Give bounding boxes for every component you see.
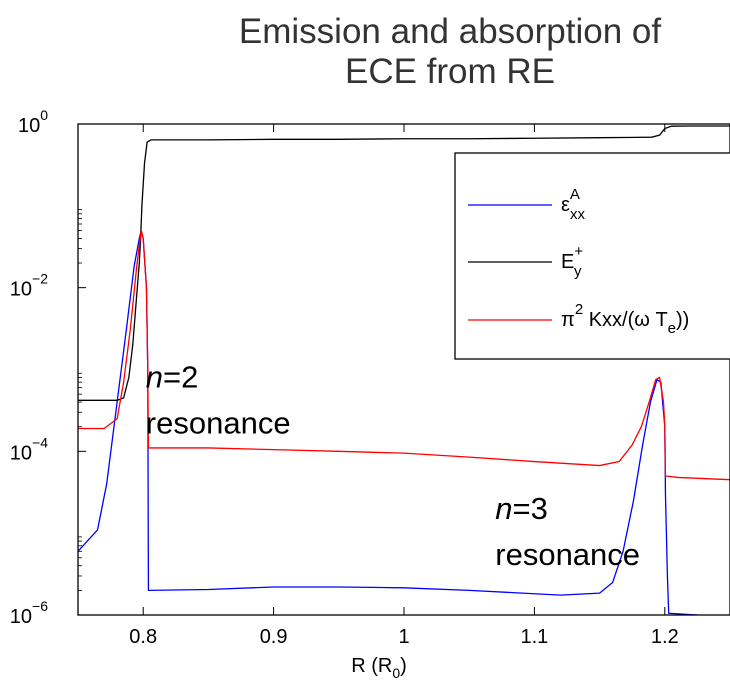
y-tick-label: 10−6 bbox=[10, 598, 48, 628]
legend-label-E: E+ y bbox=[561, 243, 583, 280]
y-tick-label: 10−4 bbox=[10, 434, 48, 464]
series-line-pi bbox=[78, 230, 730, 481]
x-axis-label-close: ) bbox=[400, 655, 407, 677]
annotation-n-1: n=2 bbox=[146, 360, 199, 395]
legend: εA xx E+ y π2 Kxx/(ω Te)) bbox=[454, 152, 730, 360]
legend-label-pi: π2 Kxx/(ω Te)) bbox=[561, 301, 689, 337]
annotation-resonance-1: resonance bbox=[146, 406, 291, 441]
x-tick-label: 1 bbox=[398, 626, 409, 648]
x-axis-label-sub: 0 bbox=[392, 665, 400, 681]
x-tick-label: 0.8 bbox=[129, 626, 157, 648]
legend-label-eps: εA xx bbox=[561, 186, 586, 223]
x-tick-label: 1.2 bbox=[651, 626, 679, 648]
annotation-n-2: n=3 bbox=[495, 491, 548, 526]
legend-box bbox=[454, 152, 730, 360]
x-tick-label: 1.1 bbox=[520, 626, 548, 648]
x-axis-label-main: R (R bbox=[351, 655, 392, 677]
series-line-E bbox=[78, 125, 730, 401]
y-tick-label: 100 bbox=[18, 107, 48, 137]
annotation-resonance-2: resonance bbox=[495, 537, 640, 572]
x-tick-label: 0.9 bbox=[260, 626, 288, 648]
axis-ticks: 0.8 0.9 1 1.1 1.2 10−6 10−4 10−2 100 bbox=[10, 107, 679, 648]
y-tick-label: 10−2 bbox=[10, 271, 48, 301]
series-lines bbox=[78, 125, 730, 615]
annotations: n=2 resonance n=3 resonance bbox=[146, 360, 640, 572]
chart-title-line-2: ECE from RE bbox=[344, 52, 556, 91]
chart-title-line-1: Emission and absorption of bbox=[238, 12, 662, 51]
x-axis-label: R (R0) bbox=[351, 655, 407, 681]
